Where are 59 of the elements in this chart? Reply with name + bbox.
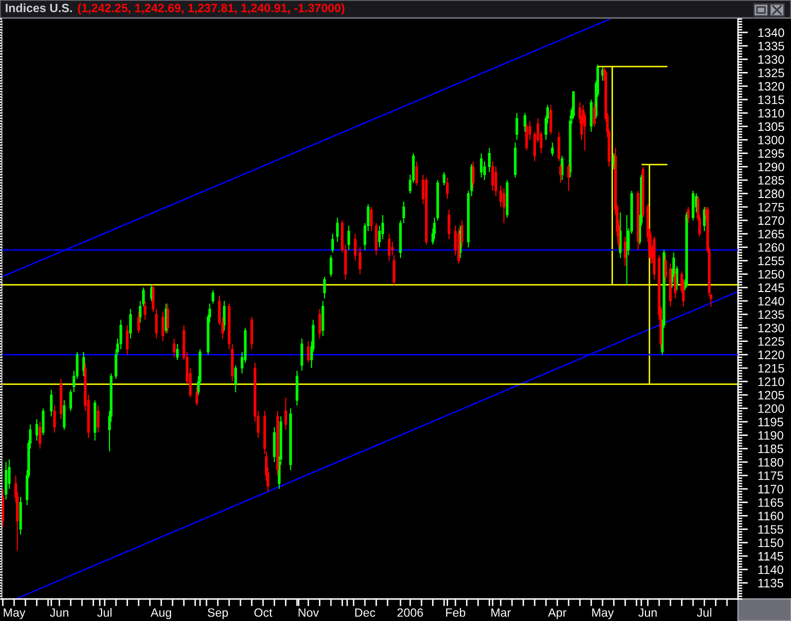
x-tick-label: 2006: [397, 608, 423, 617]
y-tick-label: 1300: [758, 136, 784, 144]
y-tick-label: 1160: [758, 512, 784, 520]
y-tick-label: 1205: [758, 390, 784, 400]
y-tick-label: 1295: [758, 149, 784, 158]
y-tick-label: 1280: [758, 189, 784, 198]
y-tick-label: 1135: [758, 578, 784, 588]
x-tick-label: Dec: [355, 608, 376, 617]
y-tick-label: 1340: [758, 28, 784, 37]
y-tick-label: 1325: [758, 68, 784, 78]
x-tick-label: Nov: [298, 608, 319, 617]
y-tick-label: 1335: [758, 42, 784, 50]
x-tick-label: Jun: [50, 608, 68, 617]
y-tick-label: 1185: [758, 444, 784, 454]
y-tick-label: 1255: [758, 256, 784, 266]
y-tick-label: 1250: [758, 270, 784, 279]
x-tick-label: Jul: [97, 608, 112, 617]
y-tick-label: 1260: [758, 243, 784, 252]
y-tick-label: 1155: [758, 525, 784, 534]
y-tick-label: 1215: [758, 364, 784, 373]
y-tick-label: 1175: [758, 472, 784, 480]
x-tick-label: Jun: [638, 608, 657, 617]
y-tick-label: 1285: [758, 176, 784, 185]
y-tick-label: 1290: [758, 162, 784, 172]
chart-title: Indices U.S.: [6, 3, 72, 12]
y-tick-label: 1200: [758, 404, 784, 413]
x-tick-label: Oct: [254, 608, 272, 617]
y-tick-label: 1230: [758, 324, 784, 332]
x-tick-label: Aug: [150, 608, 172, 620]
y-tick-label: 1320: [758, 82, 784, 91]
y-tick-label: 1140: [758, 565, 784, 574]
y-tick-label: 1240: [758, 296, 784, 306]
y-tick-label: 1270: [758, 216, 784, 225]
y-tick-label: 1275: [758, 202, 784, 212]
y-tick-label: 1235: [758, 310, 784, 319]
y-tick-label: 1145: [758, 552, 784, 561]
y-tick-label: 1245: [758, 283, 784, 292]
x-tick-label: May: [4, 608, 26, 620]
y-tick-label: 1180: [758, 458, 784, 467]
x-tick-label: Sep: [208, 608, 228, 620]
x-tick-label: May: [592, 608, 614, 620]
y-tick-label: 1305: [758, 122, 784, 131]
x-tick-label: Jul: [696, 608, 712, 617]
y-tick-label: 1330: [758, 55, 784, 64]
y-tick-label: 1170: [758, 484, 784, 494]
y-tick-label: 1315: [758, 95, 784, 104]
y-tick-label: 1165: [758, 498, 784, 507]
chart-subtitle: (1,242.25, 1,242.69, 1,237.81, 1,240.91, -1.37000): [78, 3, 344, 15]
x-tick-label: Apr: [548, 608, 566, 620]
y-tick-label: 1150: [758, 538, 784, 548]
y-tick-label: 1310: [758, 108, 784, 118]
y-tick-label: 1225: [758, 337, 784, 346]
x-tick-label: Mar: [491, 608, 511, 617]
y-tick-label: 1220: [758, 350, 784, 360]
y-tick-label: 1210: [758, 377, 784, 386]
y-tick-label: 1265: [758, 230, 784, 238]
y-tick-label: 1195: [758, 418, 784, 426]
y-tick-label: 1190: [758, 431, 784, 440]
x-tick-label: Feb: [446, 608, 466, 617]
